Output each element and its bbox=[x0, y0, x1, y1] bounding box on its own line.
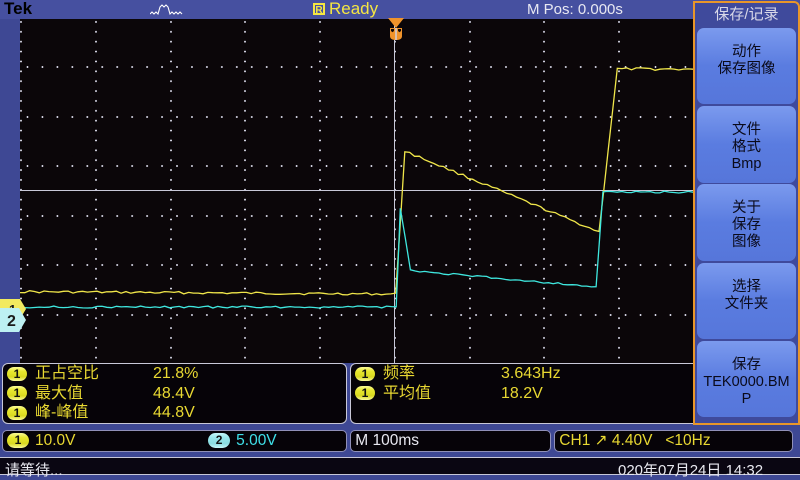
svg-text:2: 2 bbox=[7, 313, 16, 330]
